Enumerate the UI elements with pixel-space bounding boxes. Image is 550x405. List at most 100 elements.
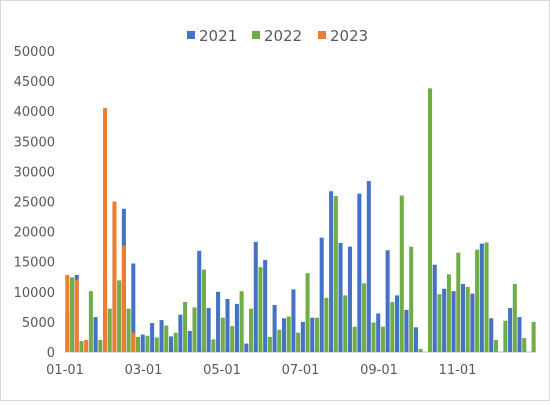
bar-2022-23 [286,316,291,352]
y-tick-label: 30000 [14,165,55,180]
bar-2021-42 [460,283,466,352]
bar-2021-40 [442,288,447,352]
y-tick-label: 35000 [14,135,55,150]
bar-2022-46 [503,320,508,352]
bar-2022-45 [493,339,498,352]
bar-2022-16 [220,317,225,352]
y-tick-label: 0 [47,346,55,361]
bar-2023-2 [84,339,89,352]
y-tick-label: 45000 [14,75,55,90]
legend-swatch-2023 [318,31,326,39]
bar-2022-47 [512,283,517,352]
bar-2022-22 [277,329,282,352]
bar-2021-19 [244,343,249,352]
bar-2021-36 [404,309,409,352]
bar-2022-6 [126,308,131,352]
x-tick-label: 05-01 [203,363,241,378]
bar-2022-40 [446,274,451,352]
bar-2023-5 [112,201,117,352]
bar-2022-36 [409,246,414,352]
bar-2022-9 [154,337,159,352]
bar-2022-14 [201,269,206,352]
bar-2022-44 [484,242,489,352]
legend-swatch-2021 [187,31,195,39]
bar-2022-32 [371,322,376,352]
bar-2021-28 [329,191,334,352]
bar-2022-24 [296,332,301,352]
bar-2021-17 [225,299,230,352]
bar-2021-35 [395,295,400,352]
bar-2022-41 [456,252,461,352]
bar-2022-29 [343,295,348,352]
bar-2022-26 [314,317,320,352]
bar-2021-23 [281,318,287,352]
bar-2022-48 [522,338,527,352]
x-tick-label: 01-01 [46,363,84,378]
bar-2021-24 [291,289,296,352]
legend-label-2023: 2023 [330,27,368,45]
y-tick-label: 40000 [14,105,55,120]
bar-2022-30 [352,326,357,352]
bar-2021-44 [479,243,484,352]
x-tick-label: 11-01 [439,363,477,378]
bar-2021-20 [253,241,258,352]
y-tick-label: 5000 [22,316,55,331]
bar-2021-25 [300,321,305,352]
bar-2022-7 [135,336,141,352]
bar-2022-10 [164,325,169,352]
y-tick-label: 15000 [14,256,55,271]
legend-label-2021: 2021 [199,27,237,45]
bar-2022-11 [173,332,178,352]
bar-2022-37 [418,348,423,352]
bar-2022-35 [399,195,404,352]
bar-2021-30 [347,246,352,352]
bar-2021-8 [140,334,145,352]
bar-2021-21 [263,259,268,352]
bar-2023-0 [65,274,70,352]
bar-2021-11 [168,336,173,352]
bar-2022-19 [249,308,254,352]
bar-2021-33 [376,313,381,352]
bar-2021-37 [413,327,418,352]
bar-2022-3 [98,339,103,352]
y-axis: 0 5000 10000 15000 20000 25000 30000 35000 40000… [14,45,55,361]
x-tick-label: 07-01 [282,363,320,378]
bar-2021-27 [319,237,324,352]
bar-2022-43 [475,249,480,352]
bar-2021-9 [150,323,155,352]
bar-2021-43 [470,293,475,352]
bar-2022-5 [117,280,122,352]
bar-2022-2 [88,291,93,352]
bar-2022-42 [465,286,470,352]
bar-2023-1 [74,279,79,352]
bar-2021-18 [234,303,239,352]
bar-2021-7 [131,263,136,352]
bar-2022-34 [390,302,395,352]
bar-2022-18 [239,291,244,352]
bar-2021-39 [432,264,437,352]
legend-swatch-2022 [252,31,260,39]
bar-2022-17 [230,326,235,352]
legend: 2021 2022 2023 [187,27,368,45]
y-tick-label: 10000 [14,286,55,301]
bar-2021-14 [197,250,202,352]
bar-2021-48 [517,317,522,352]
bar-2021-47 [508,308,513,352]
bar-2022-39 [437,294,442,352]
bar-2023-4 [103,108,108,352]
bar-2021-22 [272,305,277,352]
bar-2022-13 [192,307,197,352]
bar-2023-6 [121,245,126,352]
x-tick-label: 09-01 [360,363,398,378]
bar-2022-49 [531,321,536,352]
bar-2022-28 [333,196,338,352]
bar-2022-27 [324,297,329,352]
bar-2023-7 [131,332,136,352]
x-tick-label: 03-01 [125,363,163,378]
bar-2022-21 [267,336,272,352]
bar-2022-33 [380,326,385,352]
x-axis: 01-01 03-01 05-01 07-01 09-01 11-01 [46,351,536,378]
bar-2022-31 [362,283,367,352]
